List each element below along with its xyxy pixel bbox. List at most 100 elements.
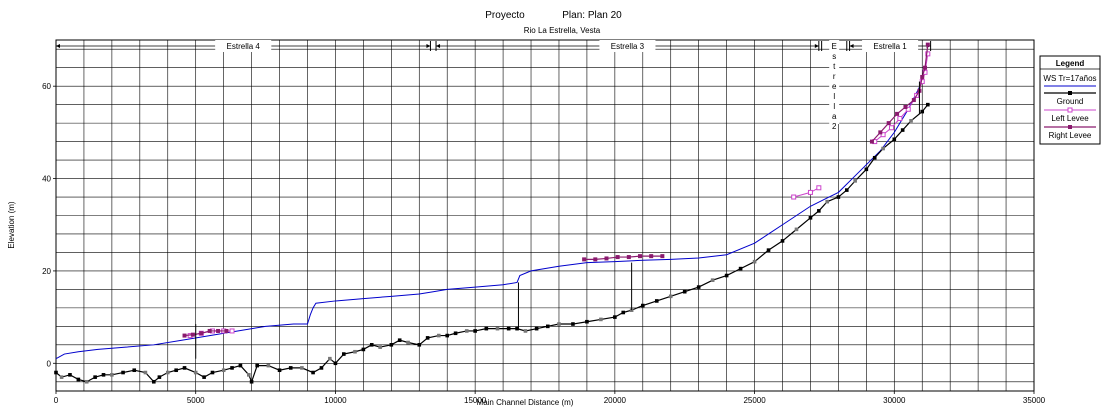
ground-point xyxy=(473,329,477,333)
left-levee-point xyxy=(229,328,235,334)
right-levee-point xyxy=(660,254,665,259)
ground-point xyxy=(333,361,338,366)
right-levee-point xyxy=(216,328,221,333)
chart-title: Proyecto xyxy=(485,10,525,21)
legend-ground-marker xyxy=(1068,91,1072,95)
ground-point xyxy=(710,278,715,282)
right-levee-point xyxy=(593,257,598,262)
ground-point xyxy=(682,289,687,294)
ground-point xyxy=(249,379,254,384)
ground-point xyxy=(54,370,58,375)
x-tick-label: 20000 xyxy=(604,396,627,405)
ground-point xyxy=(808,216,813,220)
left-levee-point xyxy=(816,185,822,191)
x-tick-label: 35000 xyxy=(1023,396,1046,405)
ground-point xyxy=(417,343,422,347)
x-tick-label: 5000 xyxy=(187,396,205,405)
ground-point xyxy=(311,370,315,375)
ground-point xyxy=(817,209,821,213)
y-tick-label: 40 xyxy=(42,175,51,184)
ground-point xyxy=(464,329,469,333)
ground-point xyxy=(101,373,106,377)
ground-point xyxy=(453,331,458,336)
right-levee-point xyxy=(649,254,654,259)
right-levee-point xyxy=(923,65,928,70)
ground-point xyxy=(76,377,81,382)
x-tick-label: 15000 xyxy=(464,396,487,405)
right-levee-point xyxy=(638,254,643,259)
ground-point xyxy=(328,356,332,361)
ground-point xyxy=(864,167,869,172)
reach-label: Estrella 4 xyxy=(227,42,261,51)
ground-point xyxy=(571,322,575,326)
ground-point xyxy=(247,373,251,377)
ground-point xyxy=(143,370,148,375)
right-levee-point xyxy=(224,328,229,333)
ground-point xyxy=(599,317,603,322)
reach-label-bg xyxy=(829,40,840,124)
ground-point xyxy=(110,373,114,377)
x-tick-label: 10000 xyxy=(324,396,347,405)
right-levee-point xyxy=(911,98,916,103)
ground-point xyxy=(210,370,215,375)
ground-point xyxy=(892,137,897,142)
right-levee-point xyxy=(207,328,212,333)
ground-point xyxy=(545,324,550,329)
y-tick-label: 60 xyxy=(42,82,51,91)
ground-point xyxy=(230,366,234,370)
ground-point xyxy=(319,366,324,370)
reach-label: Estrella 3 xyxy=(611,42,645,51)
ground-point xyxy=(255,363,259,368)
right-levee-point xyxy=(615,255,620,260)
ground-point xyxy=(668,294,673,299)
ground-point xyxy=(93,375,97,379)
ground-point xyxy=(361,347,366,352)
ground-point xyxy=(836,195,841,199)
legend-left-levee-marker xyxy=(1067,107,1073,113)
ground-point xyxy=(121,370,125,375)
left-levee-point xyxy=(905,106,911,112)
ground-point xyxy=(389,343,394,347)
legend-entry-label: Ground xyxy=(1057,97,1084,106)
ground-point xyxy=(881,146,885,151)
ground-point xyxy=(557,322,561,326)
reach-label-bg xyxy=(862,40,919,52)
reach-arrow-head xyxy=(849,44,854,48)
ground-point xyxy=(641,303,645,308)
ground-point xyxy=(288,366,293,370)
y-tick-label: 0 xyxy=(47,359,52,368)
ground-point xyxy=(445,333,449,338)
legend: Legend WS Tr=17años Ground Left Levee Right … xyxy=(1039,55,1101,145)
ground-point xyxy=(378,345,382,349)
ground-point xyxy=(202,375,206,379)
ground-point xyxy=(523,329,528,333)
legend-entry-label: WS Tr=17años xyxy=(1043,74,1096,83)
right-levee-point xyxy=(878,130,883,135)
ground-point xyxy=(738,266,743,271)
ground-point xyxy=(621,310,626,315)
left-levee-point xyxy=(925,51,931,57)
left-levee-point xyxy=(807,189,813,195)
ground-point xyxy=(437,333,441,338)
chart-subtitle: Rio La Estrella, Vesta xyxy=(524,26,601,35)
reach-label-bg xyxy=(599,40,656,52)
reach-arrow-head xyxy=(426,44,431,48)
ground-point xyxy=(353,349,357,354)
ground-point xyxy=(515,326,519,331)
reach-arrow-head xyxy=(56,44,60,48)
ground-point xyxy=(872,155,877,160)
left-levee-point xyxy=(791,194,797,200)
ground-point xyxy=(844,188,849,192)
ground-point xyxy=(495,326,500,331)
x-tick-label: 30000 xyxy=(883,396,906,405)
legend-entry-label: Left Levee xyxy=(1051,114,1089,123)
right-levee-point xyxy=(925,42,930,47)
ground-point xyxy=(165,370,170,375)
ground-point xyxy=(397,338,402,342)
right-levee-point xyxy=(190,332,195,337)
ground-point xyxy=(132,368,137,373)
ground-point xyxy=(926,102,930,107)
ground-point xyxy=(59,375,64,379)
right-levee-line xyxy=(871,44,929,143)
plot-area: 0 5000 10000 15000 20000 25000 30000 35000 0 20 40… xyxy=(42,39,1046,405)
